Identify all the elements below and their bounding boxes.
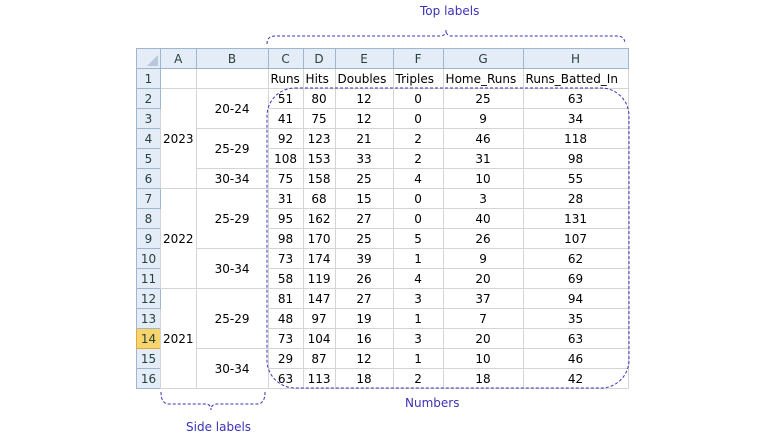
age-group-cell[interactable]: 30-34	[195, 168, 269, 189]
data-cell[interactable]: 113	[302, 368, 336, 389]
column-label-cell[interactable]: Doubles	[334, 68, 394, 89]
row-header[interactable]: 3	[136, 108, 161, 129]
table-row: 3 41 75 12 0 9 34	[136, 108, 629, 129]
data-cell[interactable]: 12	[334, 348, 394, 369]
column-label-cell[interactable]: Home_Runs	[442, 68, 524, 89]
data-cell[interactable]: 94	[522, 288, 629, 309]
row-header[interactable]: 5	[136, 148, 161, 169]
table-row: 4 25-29 92 123 21 2 46 118	[136, 128, 629, 169]
row-header[interactable]: 14	[136, 328, 161, 349]
data-cell[interactable]: 10	[442, 348, 524, 369]
side-labels-annotation: Side labels	[186, 420, 252, 434]
data-cell[interactable]: 68	[302, 188, 336, 209]
data-cell[interactable]: 170	[302, 228, 336, 249]
numbers-annotation: Numbers	[405, 396, 460, 410]
side-labels-brace	[160, 391, 266, 411]
data-cell[interactable]: 41	[267, 108, 304, 129]
column-header-a[interactable]: A	[160, 48, 197, 69]
data-cell[interactable]: 46	[442, 128, 524, 149]
table-row: 8 95 162 27 0 40 131	[136, 208, 629, 229]
row-header[interactable]: 8	[136, 208, 161, 229]
data-cell[interactable]: 42	[522, 368, 629, 389]
data-cell[interactable]: 119	[302, 268, 336, 289]
row-header[interactable]: 13	[136, 308, 161, 329]
data-cell[interactable]: 63	[267, 368, 304, 389]
year-cell[interactable]: 2023	[160, 88, 197, 189]
age-group-cell[interactable]: 25-29	[195, 188, 269, 249]
table-row: 7 2022 25-29 31 68 15 0 3 28	[136, 188, 629, 289]
column-header-d[interactable]: D	[302, 48, 336, 69]
data-cell[interactable]: 69	[522, 268, 629, 289]
data-cell[interactable]: 33	[334, 148, 394, 169]
data-cell[interactable]: 51	[267, 88, 304, 109]
row-header[interactable]: 16	[136, 368, 161, 389]
age-group-cell[interactable]: 25-29	[195, 128, 269, 169]
table-row: 5 108 153 33 2 31 98	[136, 148, 629, 169]
numbers-region-outline	[266, 87, 630, 389]
column-header-h[interactable]: H	[522, 48, 629, 69]
table-row: 13 48 97 19 1 7 35	[136, 308, 629, 329]
column-header-e[interactable]: E	[334, 48, 394, 69]
column-header-f[interactable]: F	[392, 48, 444, 69]
row-header[interactable]: 2	[136, 88, 161, 109]
year-cell[interactable]: 2021	[160, 288, 197, 389]
table-row: 1 Runs Hits Doubles Triples Home_Runs Runs_Bat…	[136, 68, 629, 89]
data-cell[interactable]: 27	[334, 208, 394, 229]
data-cell[interactable]: 63	[522, 88, 629, 109]
column-label-cell[interactable]: Runs_Batted_In	[522, 68, 629, 89]
table-row: 15 30-34 29 87 12 1 10 46	[136, 348, 629, 389]
age-group-cell[interactable]: 20-24	[195, 88, 269, 129]
data-cell[interactable]: 29	[267, 348, 304, 369]
column-label-cell[interactable]: Runs	[267, 68, 304, 89]
age-group-cell[interactable]: 30-34	[195, 248, 269, 289]
table-row: 16 63 113 18 2 18 42	[136, 368, 629, 389]
table-row: 14 73 104 16 3 20 63	[136, 328, 629, 349]
row-header[interactable]: 4	[136, 128, 161, 149]
column-label-cell[interactable]: Triples	[392, 68, 444, 89]
row-header[interactable]: 11	[136, 268, 161, 289]
row-header[interactable]: 9	[136, 228, 161, 249]
table-row: 11 58 119 26 4 20 69	[136, 268, 629, 289]
data-cell[interactable]: 118	[522, 128, 629, 149]
top-labels-annotation: Top labels	[420, 4, 480, 18]
data-cell[interactable]: 28	[522, 188, 629, 209]
row-header[interactable]: 6	[136, 168, 161, 189]
top-labels-brace	[266, 29, 626, 45]
data-cell[interactable]: 19	[334, 308, 394, 329]
data-cell[interactable]: 81	[267, 288, 304, 309]
select-all-corner[interactable]	[136, 48, 161, 69]
row-header[interactable]: 15	[136, 348, 161, 369]
data-cell[interactable]: 104	[302, 328, 336, 349]
column-header-g[interactable]: G	[442, 48, 524, 69]
data-cell[interactable]: 18	[334, 368, 394, 389]
row-header[interactable]: 12	[136, 288, 161, 309]
data-cell[interactable]: 63	[522, 328, 629, 349]
data-cell[interactable]: 27	[334, 288, 394, 309]
row-header[interactable]: 7	[136, 188, 161, 209]
